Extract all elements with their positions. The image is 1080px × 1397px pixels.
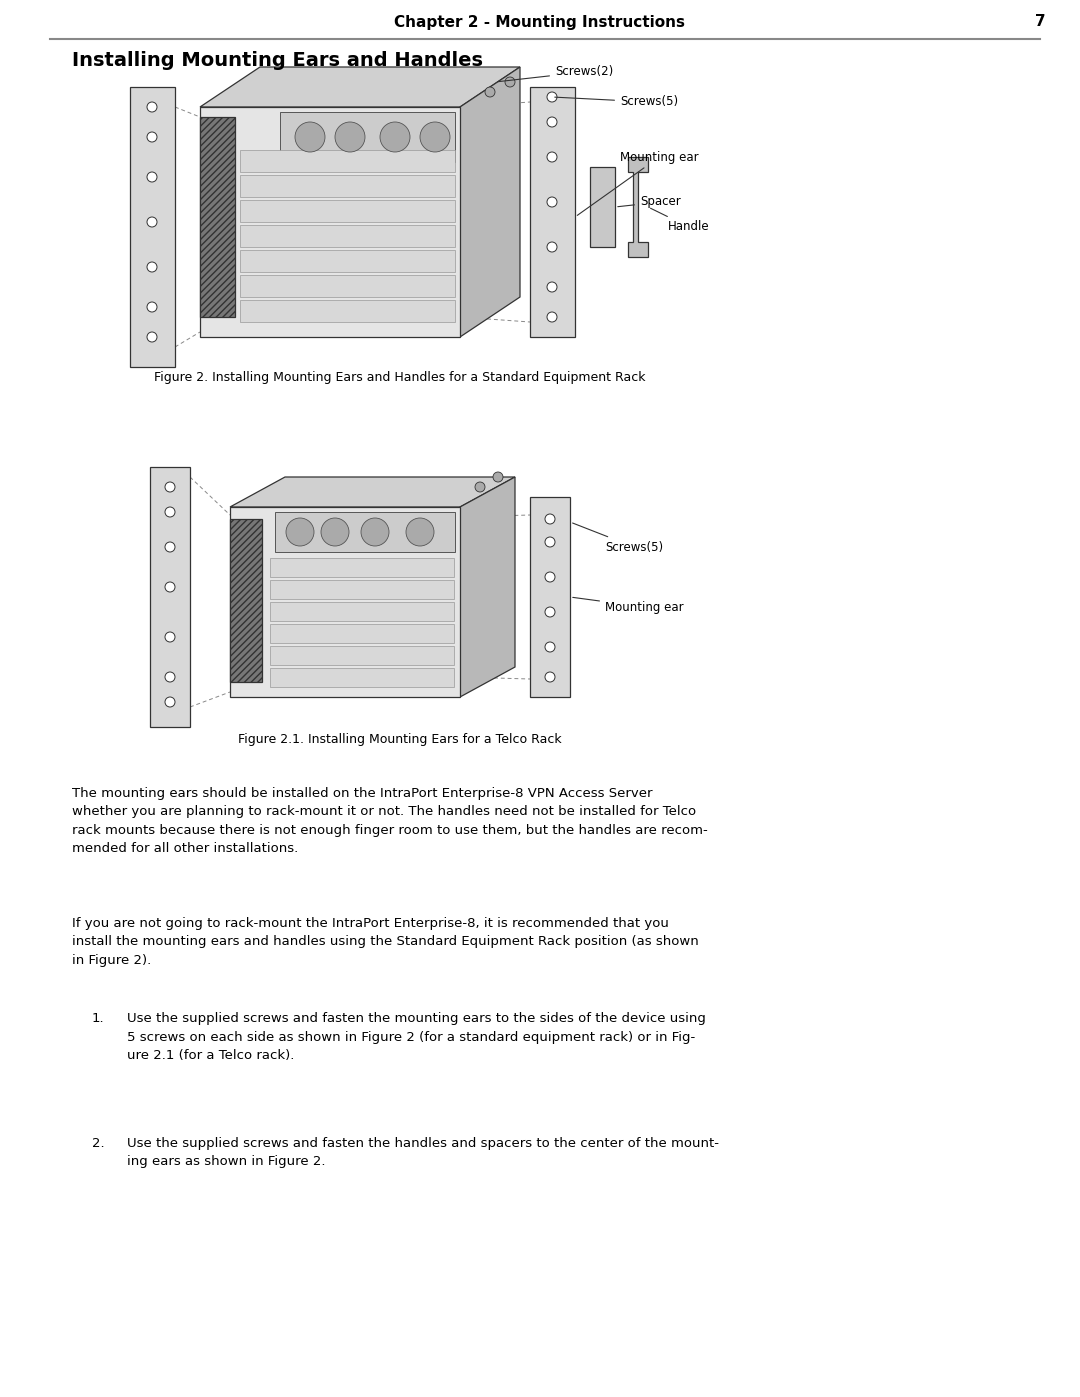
Circle shape: [546, 92, 557, 102]
Polygon shape: [530, 497, 570, 697]
Polygon shape: [240, 200, 455, 222]
Circle shape: [147, 302, 157, 312]
Circle shape: [492, 472, 503, 482]
Circle shape: [295, 122, 325, 152]
Circle shape: [420, 122, 450, 152]
Circle shape: [485, 87, 495, 96]
Polygon shape: [280, 112, 455, 162]
Circle shape: [505, 77, 515, 87]
Polygon shape: [270, 602, 454, 622]
Polygon shape: [230, 507, 460, 697]
Circle shape: [546, 152, 557, 162]
Circle shape: [546, 282, 557, 292]
Text: The mounting ears should be installed on the IntraPort Enterprise-8 VPN Access S: The mounting ears should be installed on…: [72, 787, 707, 855]
Text: Handle: Handle: [650, 208, 710, 233]
Circle shape: [147, 263, 157, 272]
Text: Screws(5): Screws(5): [572, 522, 663, 553]
Circle shape: [545, 571, 555, 583]
Polygon shape: [590, 168, 615, 247]
Circle shape: [545, 608, 555, 617]
Circle shape: [545, 536, 555, 548]
Polygon shape: [270, 557, 454, 577]
Circle shape: [546, 117, 557, 127]
Polygon shape: [130, 87, 175, 367]
Circle shape: [165, 631, 175, 643]
Polygon shape: [200, 117, 235, 317]
Circle shape: [165, 542, 175, 552]
Text: 2.: 2.: [92, 1137, 105, 1150]
Polygon shape: [240, 300, 455, 321]
Text: Spacer: Spacer: [618, 196, 680, 208]
Polygon shape: [230, 520, 262, 682]
Text: Installing Mounting Ears and Handles: Installing Mounting Ears and Handles: [72, 52, 483, 70]
Circle shape: [147, 332, 157, 342]
Polygon shape: [200, 67, 519, 108]
Polygon shape: [270, 580, 454, 599]
Polygon shape: [270, 645, 454, 665]
Polygon shape: [460, 67, 519, 337]
Text: Screws(2): Screws(2): [498, 66, 613, 81]
Circle shape: [475, 482, 485, 492]
Polygon shape: [270, 624, 454, 643]
Circle shape: [361, 518, 389, 546]
Circle shape: [545, 643, 555, 652]
Circle shape: [165, 672, 175, 682]
Polygon shape: [240, 250, 455, 272]
Polygon shape: [240, 275, 455, 298]
Text: 1.: 1.: [92, 1011, 105, 1025]
Circle shape: [545, 514, 555, 524]
Polygon shape: [460, 476, 515, 697]
Circle shape: [545, 672, 555, 682]
Polygon shape: [150, 467, 190, 726]
Circle shape: [147, 131, 157, 142]
Text: Use the supplied screws and fasten the handles and spacers to the center of the : Use the supplied screws and fasten the h…: [127, 1137, 719, 1168]
Polygon shape: [270, 668, 454, 687]
Circle shape: [321, 518, 349, 546]
Text: Figure 2.1. Installing Mounting Ears for a Telco Rack: Figure 2.1. Installing Mounting Ears for…: [239, 732, 562, 746]
Polygon shape: [230, 476, 515, 507]
Text: 7: 7: [1035, 14, 1045, 29]
Polygon shape: [200, 108, 460, 337]
Circle shape: [147, 217, 157, 226]
Circle shape: [380, 122, 410, 152]
Text: Mounting ear: Mounting ear: [572, 598, 684, 613]
Circle shape: [546, 242, 557, 251]
Circle shape: [546, 312, 557, 321]
Polygon shape: [240, 149, 455, 172]
Text: Use the supplied screws and fasten the mounting ears to the sides of the device : Use the supplied screws and fasten the m…: [127, 1011, 706, 1062]
Text: Mounting ear: Mounting ear: [578, 151, 699, 215]
Text: Chapter 2 - Mounting Instructions: Chapter 2 - Mounting Instructions: [394, 14, 686, 29]
Circle shape: [546, 197, 557, 207]
Text: If you are not going to rack-mount the IntraPort Enterprise-8, it is recommended: If you are not going to rack-mount the I…: [72, 916, 699, 967]
Circle shape: [165, 697, 175, 707]
Text: Figure 2. Installing Mounting Ears and Handles for a Standard Equipment Rack: Figure 2. Installing Mounting Ears and H…: [154, 370, 646, 384]
Polygon shape: [275, 511, 455, 552]
Circle shape: [406, 518, 434, 546]
Circle shape: [165, 482, 175, 492]
Polygon shape: [240, 175, 455, 197]
Polygon shape: [627, 156, 648, 257]
Circle shape: [147, 172, 157, 182]
Circle shape: [286, 518, 314, 546]
Circle shape: [165, 507, 175, 517]
Circle shape: [335, 122, 365, 152]
Circle shape: [165, 583, 175, 592]
Text: Screws(5): Screws(5): [555, 95, 678, 109]
Circle shape: [147, 102, 157, 112]
Polygon shape: [240, 225, 455, 247]
Polygon shape: [530, 87, 575, 337]
